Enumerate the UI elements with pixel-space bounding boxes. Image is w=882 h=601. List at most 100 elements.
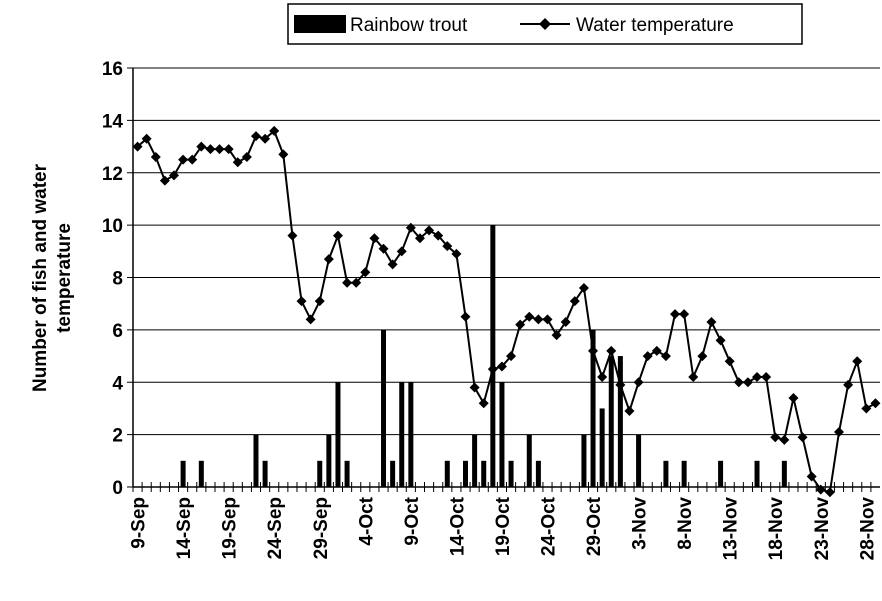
marker <box>670 309 681 320</box>
marker <box>861 403 872 414</box>
marker <box>469 382 480 393</box>
marker <box>606 345 617 356</box>
marker <box>351 277 362 288</box>
x-tick-label: 18-Nov <box>766 497 787 561</box>
x-tick-label: 3-Nov <box>630 497 651 550</box>
marker <box>524 311 535 322</box>
marker <box>515 319 526 330</box>
marker <box>551 330 562 341</box>
marker <box>742 377 753 388</box>
marker <box>697 351 708 362</box>
bar <box>408 382 414 487</box>
marker <box>506 351 517 362</box>
x-tick-label: 14-Sep <box>174 497 195 559</box>
x-tick-label: 24-Sep <box>265 497 286 559</box>
marker <box>342 277 353 288</box>
bar <box>663 460 669 487</box>
x-tick-label: 13-Nov <box>721 497 742 561</box>
bar <box>481 460 487 487</box>
marker <box>405 222 416 233</box>
marker <box>168 170 179 181</box>
marker <box>824 487 835 498</box>
marker <box>396 246 407 257</box>
bar <box>399 382 405 487</box>
bar <box>381 329 387 487</box>
y-tick-label: 0 <box>112 478 123 499</box>
bar <box>198 460 204 487</box>
marker <box>378 243 389 254</box>
x-tick-label: 9-Sep <box>129 497 150 549</box>
bar <box>335 382 341 487</box>
bar <box>535 460 541 487</box>
marker <box>460 311 471 322</box>
marker <box>779 434 790 445</box>
bar <box>754 460 760 487</box>
marker <box>150 152 161 163</box>
marker <box>588 345 599 356</box>
marker <box>250 131 261 142</box>
marker <box>159 175 170 186</box>
marker <box>633 377 644 388</box>
bar <box>499 382 505 487</box>
legend-label: Water temperature <box>576 15 734 36</box>
marker <box>296 296 307 307</box>
legend-swatch <box>294 15 346 33</box>
bar <box>599 408 605 487</box>
marker <box>688 372 699 383</box>
y-axis-label: Number of fish and water <box>30 163 51 392</box>
marker <box>569 296 580 307</box>
bar <box>444 460 450 487</box>
marker <box>487 364 498 375</box>
marker <box>843 379 854 390</box>
marker <box>132 141 143 152</box>
marker <box>715 335 726 346</box>
x-tick-label: 19-Sep <box>220 497 241 559</box>
marker <box>196 141 207 152</box>
marker <box>651 345 662 356</box>
marker <box>478 398 489 409</box>
x-tick-label: 14-Oct <box>447 496 468 556</box>
bar <box>253 434 259 487</box>
marker <box>706 317 717 328</box>
marker <box>141 133 152 144</box>
bar <box>718 460 724 487</box>
y-tick-label: 14 <box>102 111 124 132</box>
marker <box>797 432 808 443</box>
marker <box>752 372 763 383</box>
marker <box>496 361 507 372</box>
x-tick-label: 29-Oct <box>584 496 605 556</box>
marker <box>360 267 371 278</box>
marker <box>442 241 453 252</box>
marker <box>870 398 881 409</box>
marker <box>806 471 817 482</box>
legend-label: Rainbow trout <box>350 15 468 36</box>
x-tick-label: 28-Nov <box>857 497 878 561</box>
marker <box>834 427 845 438</box>
y-axis-label: temperature <box>54 223 75 333</box>
bar <box>463 460 469 487</box>
bar <box>781 460 787 487</box>
marker <box>642 351 653 362</box>
marker <box>733 377 744 388</box>
marker <box>241 152 252 163</box>
bar <box>472 434 478 487</box>
marker <box>560 317 571 328</box>
marker <box>269 125 280 136</box>
bar <box>590 329 596 487</box>
x-tick-label: 24-Oct <box>538 496 559 556</box>
marker <box>305 314 316 325</box>
marker <box>660 351 671 362</box>
x-tick-label: 9-Oct <box>402 496 423 545</box>
x-tick-label: 23-Nov <box>812 497 833 561</box>
bar <box>508 460 514 487</box>
y-tick-label: 4 <box>112 373 123 394</box>
x-tick-label: 4-Oct <box>356 496 377 545</box>
y-tick-label: 8 <box>112 269 123 290</box>
marker <box>278 149 289 160</box>
marker <box>761 372 772 383</box>
bar <box>390 460 396 487</box>
marker <box>533 314 544 325</box>
marker <box>815 484 826 495</box>
marker <box>597 372 608 383</box>
